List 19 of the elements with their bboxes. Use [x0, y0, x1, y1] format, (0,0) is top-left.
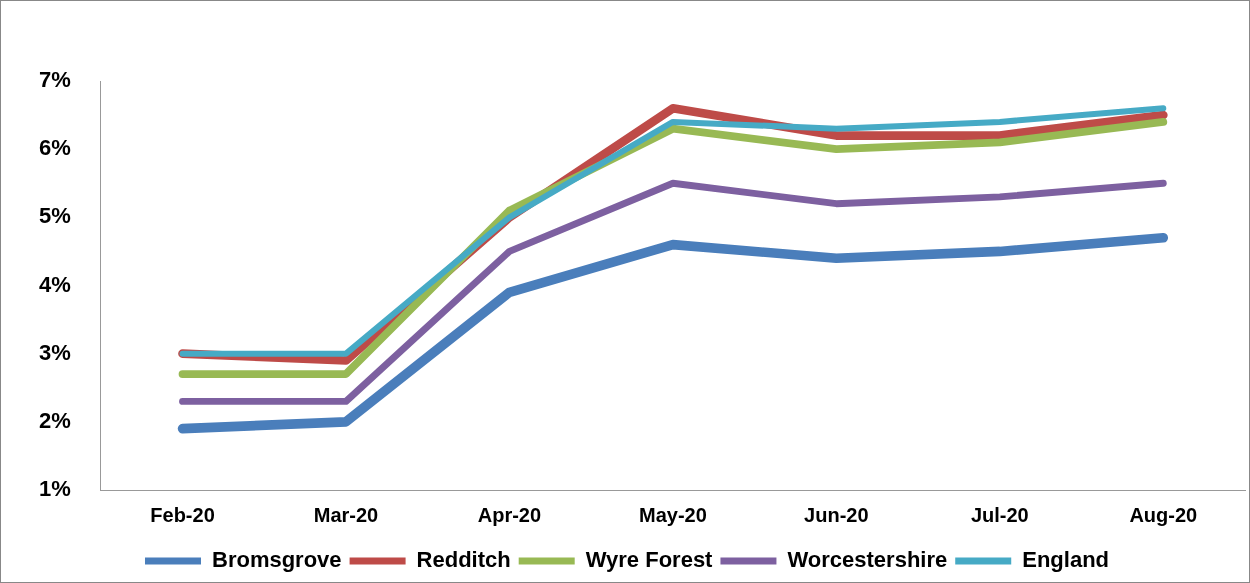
x-tick-label: Aug-20: [1129, 503, 1198, 526]
y-tick-label: 2%: [39, 407, 71, 433]
x-tick-label: Feb-20: [150, 503, 215, 526]
legend-label: Worcestershire: [787, 547, 948, 573]
legend-label: Wyre Forest: [585, 547, 714, 573]
y-tick-label: 5%: [39, 203, 71, 229]
y-tick-label: 6%: [39, 135, 71, 161]
x-tick-label: Jun-20: [804, 503, 869, 526]
y-tick-label: 3%: [39, 339, 71, 365]
y-tick-label: 4%: [39, 271, 71, 297]
legend-label: Redditch: [416, 547, 511, 573]
legend-label: England: [1022, 547, 1110, 573]
x-tick-label: Apr-20: [477, 503, 542, 526]
y-tick-label: 7%: [39, 67, 71, 93]
x-tick-label: May-20: [638, 503, 707, 526]
x-tick-label: Jul-20: [970, 503, 1029, 526]
legend-label: Bromsgrove: [212, 547, 342, 573]
x-tick-label: Mar-20: [313, 503, 379, 526]
y-tick-label: 1%: [39, 476, 71, 502]
